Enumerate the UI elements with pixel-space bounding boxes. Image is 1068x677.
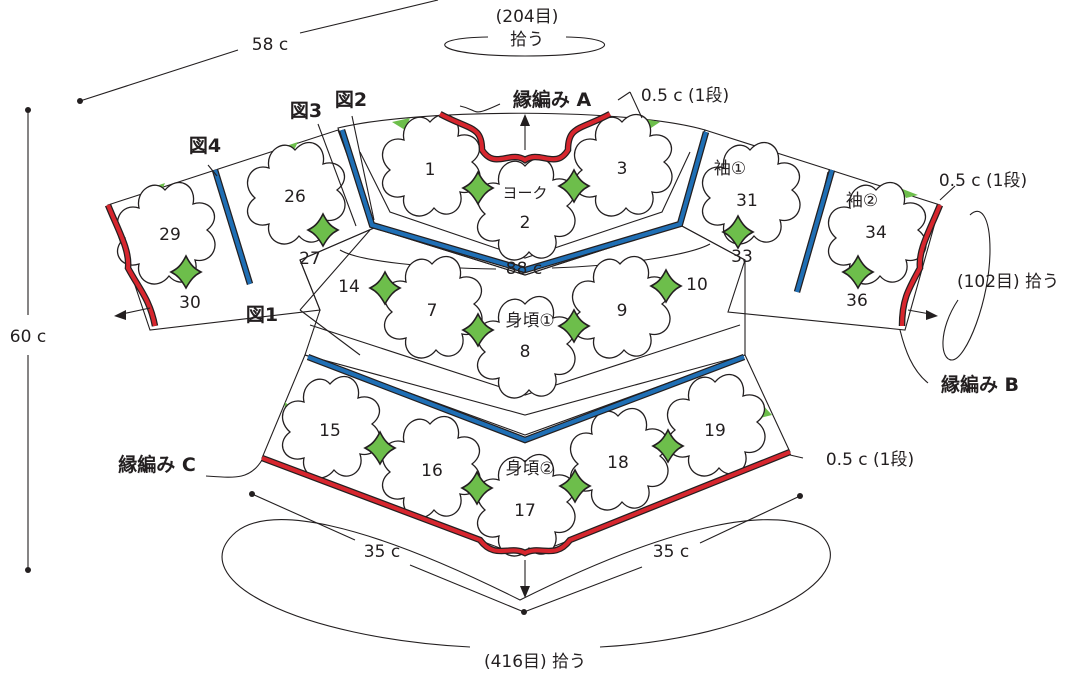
length-label: 60 c — [10, 327, 46, 347]
motif-33: 33 — [731, 247, 753, 267]
top-stitches-label: (204目) — [496, 7, 559, 27]
motif-36: 36 — [846, 291, 868, 311]
motif-14: 14 — [338, 277, 360, 297]
motif-9: 9 — [617, 301, 628, 321]
motif-17: 17 — [514, 501, 536, 521]
sleeve1-label: 袖① — [714, 159, 746, 179]
motif-30: 30 — [179, 293, 201, 313]
motif-16: 16 — [421, 461, 443, 481]
hem-right-label: 35 c — [653, 542, 689, 562]
motif-26: 26 — [284, 187, 306, 207]
sleeve2-label: 袖② — [846, 191, 878, 211]
edging-lines — [104, 111, 944, 557]
motif-numbers: 1 2 3 7 8 9 10 14 15 16 17 18 19 26 27 2… — [159, 159, 887, 521]
motifs — [116, 113, 927, 557]
edging-c-label: 縁編み C — [118, 453, 196, 476]
figure-1-label: 図1 — [246, 304, 278, 326]
motif-27: 27 — [299, 249, 321, 269]
arrows — [114, 114, 938, 598]
seam-lines — [211, 129, 836, 444]
yoke-width-label: 88 c — [506, 259, 542, 279]
figure-3-label: 図3 — [290, 100, 322, 122]
edging-a-label: 縁編み A — [513, 88, 592, 111]
body2-label: 身頃② — [505, 459, 554, 479]
hem-pickup-label: (416目) 拾う — [484, 652, 586, 672]
dimension-lines — [25, 0, 803, 615]
labels: (204目) 拾う 58 c 60 c ヨーク 88 c 身頃① 身頃② 袖① … — [10, 7, 1059, 672]
motif-1: 1 — [425, 160, 436, 180]
motif-29: 29 — [159, 225, 181, 245]
row-c-label: 0.5 c (1段) — [826, 450, 914, 470]
leader-lines — [205, 91, 956, 478]
row-b-label: 0.5 c (1段) — [939, 171, 1027, 191]
hem-left-label: 35 c — [364, 542, 400, 562]
figure-2-label: 図2 — [335, 89, 367, 111]
cuff-pickup-label: (102目) 拾う — [957, 272, 1059, 292]
motif-8: 8 — [520, 342, 531, 362]
sleeve-width-label: 58 c — [252, 35, 288, 55]
motif-31: 31 — [736, 191, 758, 211]
row-a-label: 0.5 c (1段) — [641, 86, 729, 106]
motif-7: 7 — [427, 301, 438, 321]
motif-15: 15 — [319, 421, 341, 441]
motif-18: 18 — [607, 453, 629, 473]
motif-19: 19 — [704, 421, 726, 441]
motif-34: 34 — [865, 223, 887, 243]
motif-10: 10 — [686, 275, 708, 295]
motif-2: 2 — [520, 213, 531, 233]
top-pickup-label: 拾う — [510, 30, 544, 50]
figure-4-label: 図4 — [189, 135, 221, 157]
motif-3: 3 — [617, 159, 628, 179]
yoke-label: ヨーク — [502, 184, 547, 202]
edging-b-label: 縁編み B — [941, 373, 1019, 396]
body1-label: 身頃① — [505, 311, 554, 331]
